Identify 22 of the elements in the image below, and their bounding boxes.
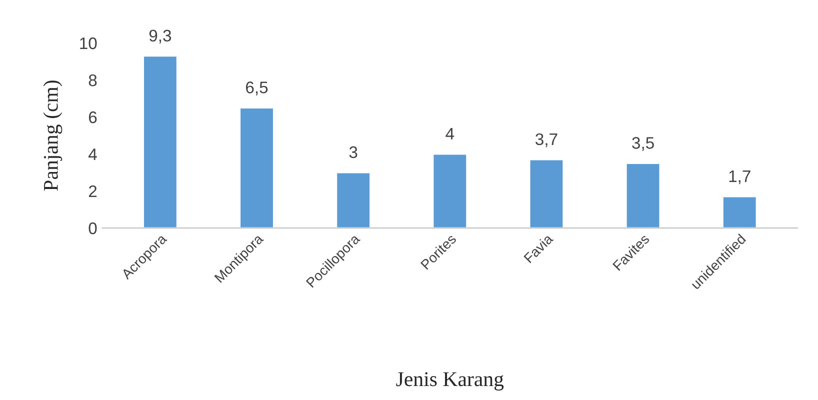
y-tick-label: 6 <box>88 111 97 124</box>
y-tick-label: 2 <box>88 185 97 198</box>
bar <box>239 107 274 228</box>
bar <box>528 158 564 228</box>
data-label: 1,7 <box>729 170 750 184</box>
bar <box>336 172 371 228</box>
y-tick-label: 4 <box>88 148 97 160</box>
bar <box>722 196 758 228</box>
bar <box>142 55 178 228</box>
bar <box>625 162 661 228</box>
y-axis-title: Panjang (cm) <box>43 80 62 191</box>
y-tick-label: 8 <box>88 74 97 86</box>
x-axis-title: Jenis Karang <box>396 372 504 390</box>
y-tick-label: 0 <box>88 222 97 234</box>
data-label: 3,5 <box>632 137 654 151</box>
data-label: 3,7 <box>536 133 558 148</box>
bar <box>432 153 468 228</box>
data-label: 3 <box>349 146 358 158</box>
data-label: 6,5 <box>246 82 268 96</box>
y-tick-label: 10 <box>80 37 97 50</box>
data-label: 9,3 <box>149 30 172 44</box>
data-label: 4 <box>446 128 454 140</box>
